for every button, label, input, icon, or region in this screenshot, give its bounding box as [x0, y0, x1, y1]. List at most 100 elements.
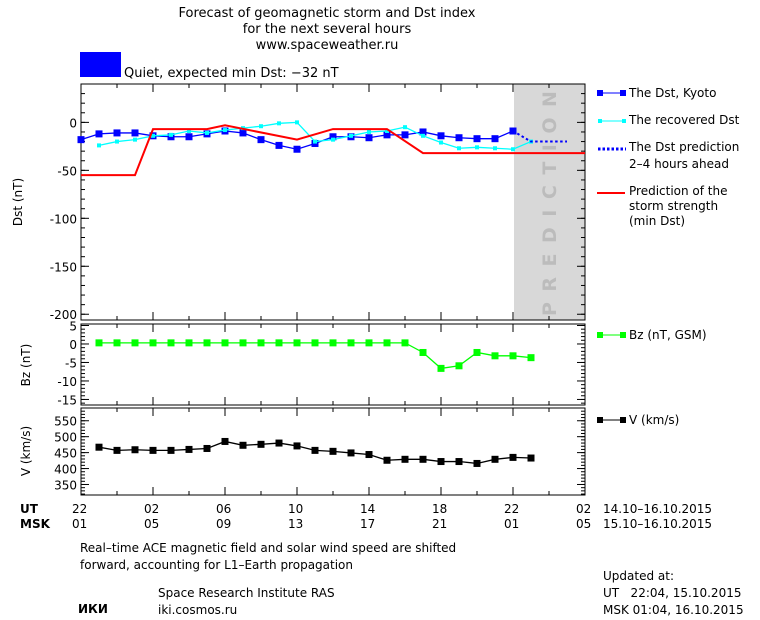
bz-axis-label: Bz (nT)	[19, 344, 33, 387]
data-point	[331, 137, 335, 142]
legend-prediction-label-1: The Dst prediction	[628, 140, 739, 154]
y-tick-label: 450	[54, 447, 77, 461]
data-point	[491, 455, 499, 463]
data-point	[113, 129, 121, 137]
data-point	[437, 132, 445, 140]
data-point	[131, 446, 139, 454]
data-point	[293, 145, 301, 153]
y-tick-label: -5	[65, 356, 77, 370]
msk-tick-label: 01	[72, 517, 87, 531]
data-point	[473, 135, 481, 143]
series-line-2	[512, 130, 567, 143]
series-line-0	[99, 342, 532, 370]
data-point	[149, 446, 157, 454]
msk-tick-label: 05	[144, 517, 159, 531]
ut-tick-label: 14	[360, 502, 375, 516]
data-point	[257, 339, 265, 347]
data-point	[365, 339, 373, 347]
data-point	[167, 446, 175, 454]
ut-tick-label: 22	[504, 502, 519, 516]
data-point	[275, 339, 283, 347]
data-point	[329, 133, 337, 141]
institute-name: Space Research Institute RAS	[158, 586, 335, 600]
data-point	[527, 354, 535, 362]
data-point	[419, 348, 427, 356]
note-line-1: Real–time ACE magnetic field and solar w…	[80, 541, 456, 555]
y-tick-label: 5	[69, 319, 77, 333]
data-point	[185, 133, 193, 141]
data-point	[347, 339, 355, 347]
data-point	[131, 339, 139, 347]
msk-tick-label: 05	[576, 517, 591, 531]
data-point	[311, 339, 319, 347]
data-point	[365, 134, 373, 142]
legend-kyoto-marker	[620, 90, 626, 96]
updated-msk: MSK 01:04, 16.10.2015	[603, 603, 744, 617]
institute-site-link[interactable]: iki.cosmos.ru	[158, 603, 237, 617]
data-point	[455, 134, 463, 142]
legend-bz-label: Bz (nT, GSM)	[629, 328, 707, 342]
ut-date-range: 14.10–16.10.2015	[603, 502, 712, 516]
data-point	[133, 137, 137, 142]
data-point	[313, 139, 317, 144]
data-point	[221, 437, 229, 445]
data-point	[221, 339, 229, 347]
data-point	[95, 130, 103, 138]
data-point	[223, 128, 227, 133]
msk-tick-label: 09	[216, 517, 231, 531]
y-tick-label: -15	[57, 393, 77, 407]
legend: The Dst, Kyoto The recovered Dst The Dst…	[597, 86, 740, 427]
v-axis-label: V (km/s)	[19, 426, 33, 476]
data-point	[275, 141, 283, 149]
data-point	[493, 146, 497, 151]
data-point	[257, 136, 265, 144]
legend-min-dst-label-2: storm strength	[629, 199, 718, 213]
data-point	[401, 131, 409, 139]
data-point	[205, 130, 209, 135]
status-color-box	[80, 52, 121, 77]
y-tick-label: 500	[54, 431, 77, 445]
data-point	[295, 120, 299, 125]
data-point	[383, 131, 391, 139]
msk-tick-label: 01	[504, 517, 519, 531]
legend-kyoto-marker	[597, 90, 603, 96]
data-point	[259, 124, 263, 129]
dst-axis-label: Dst (nT)	[11, 178, 25, 226]
legend-bz-marker	[620, 332, 626, 338]
data-point	[95, 443, 103, 451]
ut-tick-label: 02	[144, 502, 159, 516]
data-point	[275, 439, 283, 447]
y-tick-label: -100	[50, 212, 77, 226]
data-point	[277, 121, 281, 126]
data-point	[77, 136, 85, 144]
data-point	[421, 133, 425, 138]
data-point	[203, 339, 211, 347]
data-point	[509, 352, 517, 360]
data-point	[151, 133, 155, 138]
legend-v-marker	[620, 417, 626, 423]
data-point	[365, 451, 373, 459]
data-point	[239, 129, 247, 137]
legend-recovered-label: The recovered Dst	[628, 113, 740, 127]
data-point	[473, 348, 481, 356]
title-line-1: Forecast of geomagnetic storm and Dst in…	[178, 6, 475, 21]
y-tick-label: -50	[57, 164, 77, 178]
dst-panel-frame	[80, 83, 586, 321]
y-tick-label: 0	[69, 338, 77, 352]
legend-v-label: V (km/s)	[629, 413, 679, 427]
data-point	[491, 135, 499, 143]
y-tick-label: 550	[54, 415, 77, 429]
data-point	[239, 441, 247, 449]
updated-label: Updated at:	[603, 569, 674, 583]
msk-tick-label: 17	[360, 517, 375, 531]
data-point	[437, 364, 445, 372]
data-point	[203, 444, 211, 452]
legend-recovered-marker	[622, 119, 626, 123]
data-point	[403, 125, 407, 130]
data-point	[97, 143, 101, 148]
data-point	[187, 129, 191, 134]
data-point	[509, 453, 517, 461]
data-point	[167, 339, 175, 347]
data-point	[511, 147, 515, 152]
